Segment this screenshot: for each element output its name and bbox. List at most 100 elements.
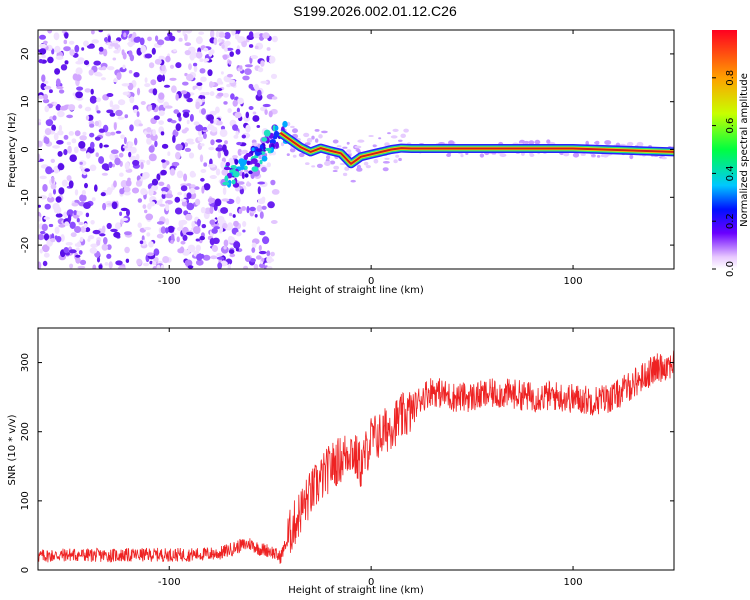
noise-blob <box>125 258 130 263</box>
noise-blob <box>244 64 253 68</box>
noise-blob <box>188 63 192 70</box>
x-tick-label: 0 <box>368 577 374 588</box>
noise-blob <box>39 248 43 254</box>
noise-blob <box>81 47 85 51</box>
noise-blob <box>75 247 80 251</box>
noise-blob <box>161 64 166 72</box>
noise-blob <box>133 36 141 43</box>
noise-blob <box>156 233 164 239</box>
noise-blob <box>252 115 260 122</box>
noise-blob <box>89 95 97 104</box>
noise-blob <box>89 164 97 172</box>
noise-blob <box>172 135 176 143</box>
ridge-blob <box>234 158 239 165</box>
noise-blob <box>224 31 231 40</box>
spectrogram-halo <box>232 121 674 192</box>
noise-blob <box>193 62 198 67</box>
noise-blob <box>39 48 47 55</box>
noise-blob <box>271 35 278 43</box>
noise-blob <box>249 206 256 212</box>
noise-blob <box>233 220 239 227</box>
noise-blob <box>108 161 113 169</box>
noise-blob <box>47 56 54 64</box>
noise-blob <box>88 69 94 76</box>
noise-blob <box>156 173 161 181</box>
noise-blob <box>148 241 154 248</box>
noise-blob <box>43 85 52 90</box>
noise-blob <box>219 129 228 138</box>
y-tick-label: 0 <box>20 146 31 152</box>
noise-blob <box>123 137 127 145</box>
noise-blob <box>141 235 145 242</box>
halo-blob <box>604 140 612 145</box>
noise-blob <box>132 159 140 166</box>
halo-blob <box>339 163 346 165</box>
noise-blob <box>235 48 241 55</box>
noise-blob <box>259 263 266 269</box>
noise-blob <box>246 206 250 214</box>
noise-blob <box>84 106 92 112</box>
noise-blob <box>266 255 273 264</box>
noise-blob <box>153 248 160 256</box>
noise-blob <box>186 138 194 143</box>
halo-blob <box>373 159 379 164</box>
noise-blob <box>217 144 223 149</box>
noise-blob <box>98 46 104 53</box>
noise-blob <box>228 212 233 217</box>
noise-blob <box>158 55 163 60</box>
noise-blob <box>41 223 48 232</box>
halo-blob <box>585 140 589 146</box>
halo-blob <box>305 162 310 166</box>
noise-blob <box>261 166 267 173</box>
noise-blob <box>254 45 259 50</box>
noise-blob <box>223 101 228 105</box>
noise-blob <box>165 218 170 226</box>
noise-blob <box>259 230 266 236</box>
noise-blob <box>113 180 117 188</box>
noise-blob <box>118 152 124 158</box>
noise-blob <box>162 162 167 169</box>
noise-blob <box>175 62 182 69</box>
noise-blob <box>57 130 64 136</box>
halo-blob <box>314 129 320 132</box>
halo-blob <box>357 139 365 143</box>
ridge-blob <box>246 160 251 166</box>
noise-blob <box>142 204 147 210</box>
noise-blob <box>69 263 74 269</box>
noise-blob <box>90 220 95 225</box>
noise-blob <box>160 264 165 269</box>
noise-blob <box>270 179 276 186</box>
noise-blob <box>252 111 257 115</box>
halo-blob <box>346 149 352 153</box>
ridge-blob <box>224 175 229 182</box>
colorbar-gradient <box>712 30 737 269</box>
noise-blob <box>85 212 90 218</box>
noise-blob <box>186 202 195 211</box>
noise-blob <box>152 129 157 137</box>
noise-blob <box>150 79 157 86</box>
noise-blob <box>75 67 83 75</box>
halo-blob <box>594 141 599 144</box>
halo-blob <box>292 128 298 134</box>
noise-blob <box>113 122 117 131</box>
y-tick-label: 100 <box>20 491 31 510</box>
noise-blob <box>111 201 118 210</box>
noise-blob <box>57 110 65 118</box>
noise-blob <box>125 179 132 187</box>
noise-blob <box>117 266 126 269</box>
noise-blob <box>224 140 228 145</box>
noise-blob <box>78 141 86 149</box>
snr-frame <box>37 327 675 571</box>
noise-blob <box>186 192 192 199</box>
noise-blob <box>133 72 140 78</box>
noise-blob <box>42 98 50 104</box>
halo-blob <box>336 145 342 148</box>
noise-blob <box>238 208 243 214</box>
noise-blob <box>171 85 177 93</box>
noise-blob <box>195 36 203 45</box>
spectrogram-x-ticks: -100 0 100 <box>158 30 583 287</box>
noise-blob <box>69 40 75 45</box>
noise-blob <box>139 240 144 245</box>
noise-blob <box>109 112 116 117</box>
noise-blob <box>153 256 159 263</box>
